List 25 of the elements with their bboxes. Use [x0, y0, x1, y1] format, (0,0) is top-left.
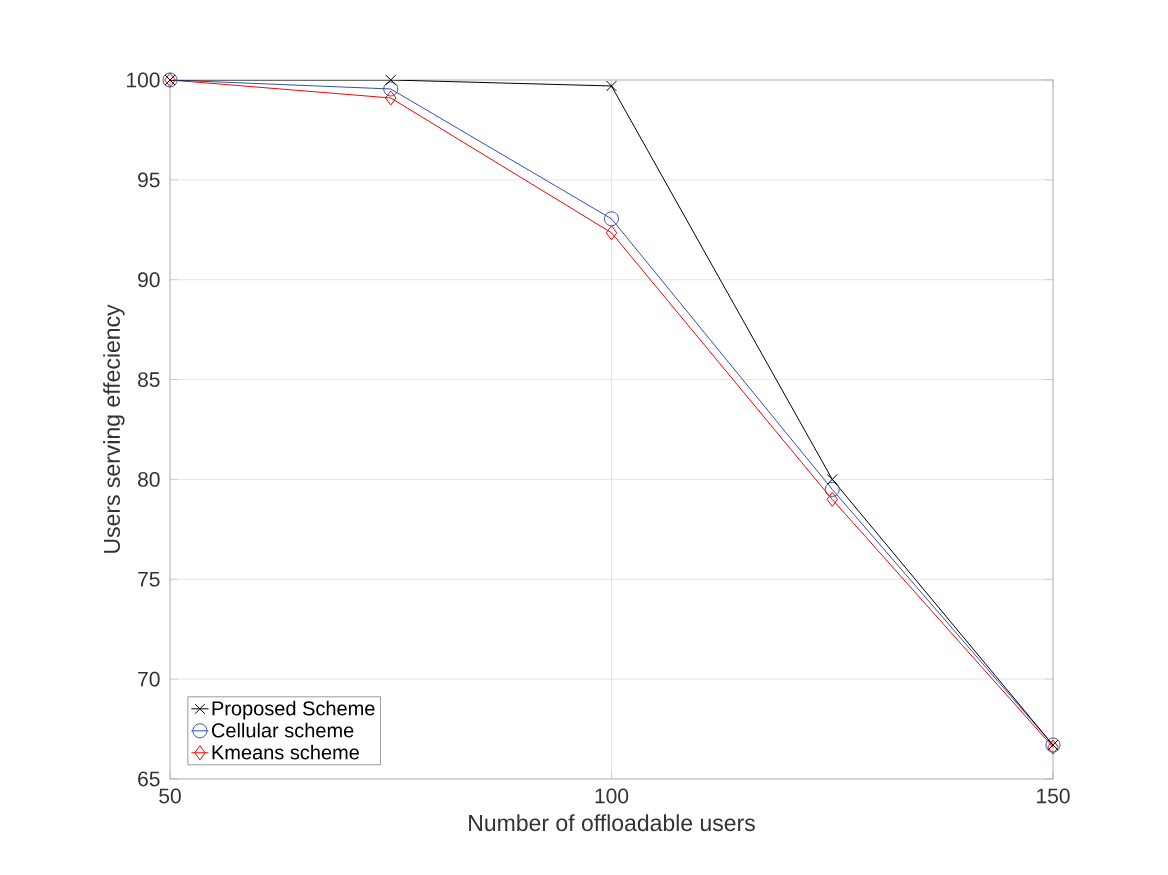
x-tick-label: 150 [1037, 788, 1070, 804]
point [605, 225, 618, 241]
point [824, 481, 840, 497]
legend-label: Proposed Scheme [212, 700, 375, 720]
point [826, 491, 838, 507]
legend-label: Cellular scheme [211, 722, 354, 738]
point [826, 473, 838, 485]
y-tick-label: 95 [138, 172, 160, 188]
y-tick-label: 100 [127, 72, 160, 88]
legend-label: Kmeans scheme [212, 744, 359, 760]
y-tick-label: 65 [138, 771, 160, 787]
y-tick-label: 85 [138, 372, 160, 387]
y-tick-label: 90 [138, 272, 160, 288]
point [604, 211, 619, 227]
point [385, 74, 397, 86]
point [385, 90, 397, 106]
x-tick-label: 100 [595, 788, 629, 804]
y-tick-label: 80 [138, 471, 160, 487]
y-tick-label: 75 [138, 571, 160, 587]
x-tick-label: 50 [159, 788, 181, 804]
y-axis-title: Users serving effeciency [103, 304, 125, 553]
x-axis-title: Number of offloadable users [469, 814, 755, 832]
point [606, 80, 617, 92]
point [383, 81, 399, 97]
y-tick-label: 70 [138, 671, 160, 687]
